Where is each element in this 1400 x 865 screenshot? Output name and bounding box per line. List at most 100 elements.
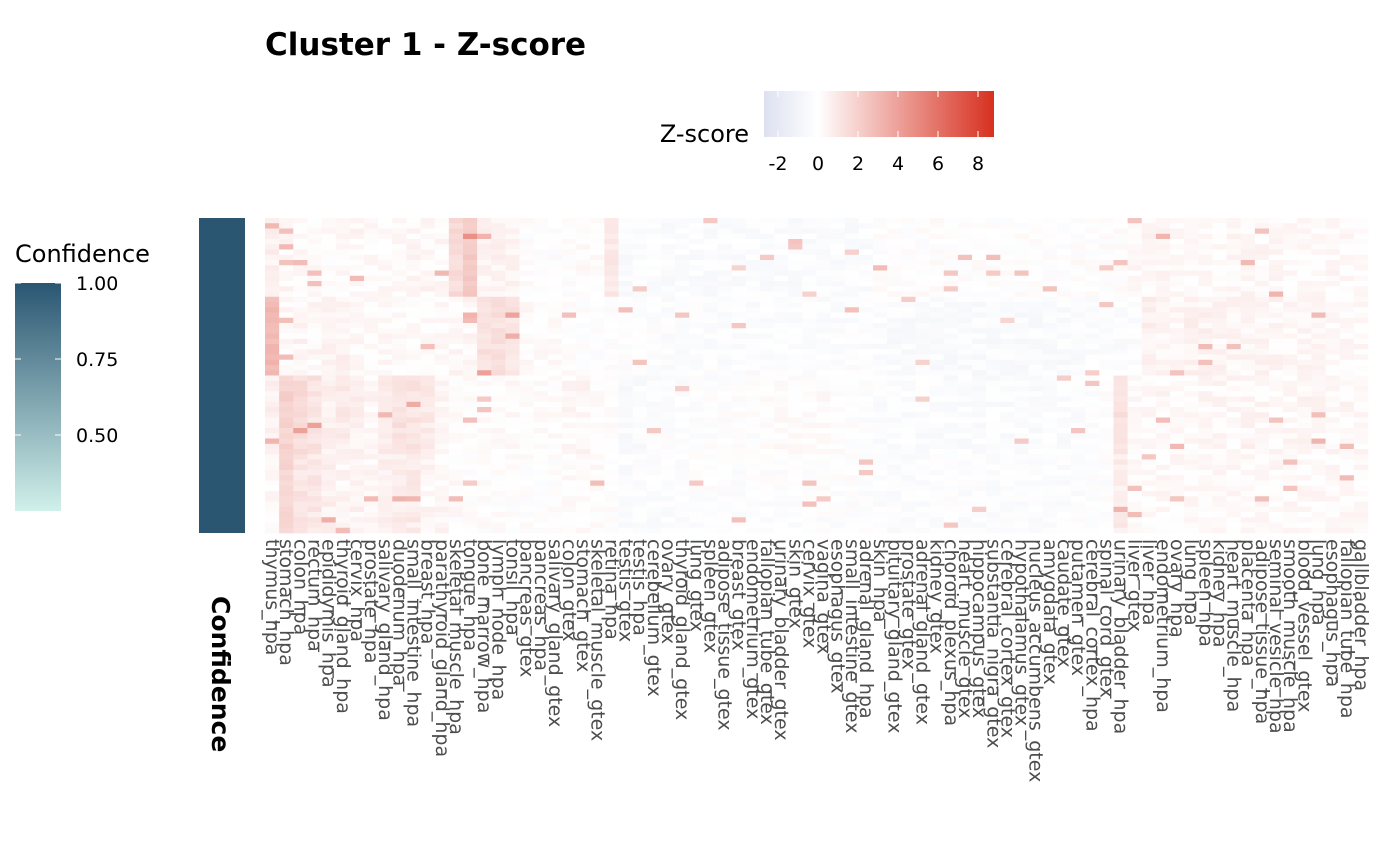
- heatmap-cell: [307, 218, 322, 224]
- heatmap-cell: [873, 223, 888, 229]
- heatmap-cell: [1311, 386, 1326, 392]
- heatmap-cell: [1240, 428, 1256, 434]
- heatmap-cell: [434, 244, 450, 250]
- heatmap-cell: [858, 464, 874, 471]
- heatmap-cell: [349, 464, 365, 471]
- heatmap-cell: [576, 380, 591, 387]
- heatmap-cell: [561, 265, 577, 271]
- heatmap-cell: [774, 496, 789, 502]
- heatmap-cell: [1042, 370, 1058, 376]
- heatmap-cell: [1226, 265, 1242, 271]
- heatmap-cell: [1283, 228, 1298, 235]
- heatmap-cell: [1014, 223, 1029, 229]
- heatmap-cell: [929, 401, 945, 408]
- heatmap-cell: [1226, 475, 1242, 481]
- heatmap-cell: [293, 359, 308, 366]
- heatmap-cell: [378, 449, 393, 455]
- heatmap-cell: [929, 249, 945, 256]
- heatmap-cell: [816, 338, 831, 345]
- heatmap-cell: [1198, 349, 1213, 355]
- heatmap-cell: [1269, 412, 1284, 418]
- heatmap-cell: [505, 459, 520, 466]
- heatmap-cell: [1127, 459, 1143, 466]
- heatmap-cell: [505, 480, 520, 487]
- heatmap-cell: [844, 270, 860, 277]
- heatmap-cell: [689, 359, 704, 366]
- heatmap-cell: [788, 260, 803, 266]
- heatmap-cell: [1085, 249, 1100, 256]
- heatmap-cell: [774, 527, 789, 534]
- heatmap-cell: [1353, 344, 1369, 350]
- heatmap-cell: [717, 244, 732, 250]
- heatmap-cell: [1099, 506, 1114, 513]
- heatmap-cell: [929, 449, 945, 455]
- heatmap-cell: [675, 475, 690, 481]
- heatmap-cell: [1014, 417, 1029, 424]
- heatmap-cell: [1226, 223, 1242, 229]
- heatmap-cell: [392, 449, 407, 455]
- heatmap-cell: [660, 233, 676, 240]
- heatmap-cell: [929, 317, 945, 324]
- heatmap-cell: [448, 480, 464, 487]
- heatmap-cell: [1297, 496, 1312, 502]
- heatmap-cell: [1353, 433, 1369, 439]
- heatmap-cell: [561, 391, 577, 397]
- heatmap-cell: [972, 480, 987, 487]
- heatmap-cell: [1283, 223, 1298, 229]
- heatmap-cell: [477, 223, 492, 229]
- heatmap-cell: [1071, 512, 1086, 518]
- heatmap-cell: [1170, 527, 1185, 534]
- heatmap-cell: [901, 233, 916, 240]
- heatmap-cell: [1141, 233, 1157, 240]
- heatmap-cell: [547, 307, 563, 313]
- heatmap-cell: [519, 459, 534, 466]
- heatmap-cell: [1113, 328, 1128, 334]
- heatmap-cell: [830, 344, 846, 350]
- heatmap-cell: [279, 464, 294, 471]
- heatmap-cell: [505, 333, 520, 340]
- heatmap-cell: [1226, 307, 1242, 313]
- heatmap-cell: [887, 443, 902, 450]
- heatmap-cell: [1240, 333, 1256, 340]
- heatmap-cell: [675, 307, 690, 313]
- heatmap-cell: [774, 260, 789, 266]
- heatmap-cell: [1028, 281, 1044, 287]
- heatmap-cell: [972, 233, 987, 240]
- heatmap-cell: [604, 396, 619, 403]
- heatmap-cell: [462, 281, 478, 287]
- heatmap-cell: [1085, 464, 1100, 471]
- heatmap-cell: [675, 449, 690, 455]
- heatmap-cell: [986, 365, 1001, 371]
- heatmap-cell: [717, 270, 732, 277]
- heatmap-cell: [788, 338, 803, 345]
- heatmap-cell: [321, 307, 336, 313]
- heatmap-cell: [1155, 428, 1171, 434]
- heatmap-cell: [689, 517, 704, 523]
- heatmap-cell: [1170, 333, 1185, 340]
- heatmap-cell: [929, 270, 945, 277]
- heatmap-cell: [505, 270, 520, 277]
- heatmap-cell: [462, 517, 478, 523]
- heatmap-cell: [392, 527, 407, 534]
- heatmap-cell: [279, 506, 294, 513]
- column-label: fallopian_tube_hpa: [1336, 539, 1358, 719]
- heatmap-cell: [1014, 281, 1029, 287]
- heatmap-cell: [1056, 428, 1072, 434]
- heatmap-cell: [321, 317, 336, 324]
- heatmap-cell: [1212, 391, 1227, 397]
- heatmap-cell: [1127, 270, 1143, 277]
- heatmap-cell: [1297, 464, 1312, 471]
- heatmap-cell: [717, 338, 732, 345]
- heatmap-cell: [717, 291, 732, 298]
- heatmap-cell: [1141, 354, 1157, 361]
- heatmap-cell: [519, 512, 534, 518]
- heatmap-cell: [1099, 443, 1114, 450]
- heatmap-cell: [378, 417, 393, 424]
- heatmap-cell: [703, 401, 718, 408]
- heatmap-cell: [448, 218, 464, 224]
- heatmap-cell: [1212, 501, 1227, 508]
- heatmap-cell: [321, 506, 336, 513]
- heatmap-cell: [378, 323, 393, 329]
- heatmap-cell: [972, 254, 987, 261]
- heatmap-cell: [576, 281, 591, 287]
